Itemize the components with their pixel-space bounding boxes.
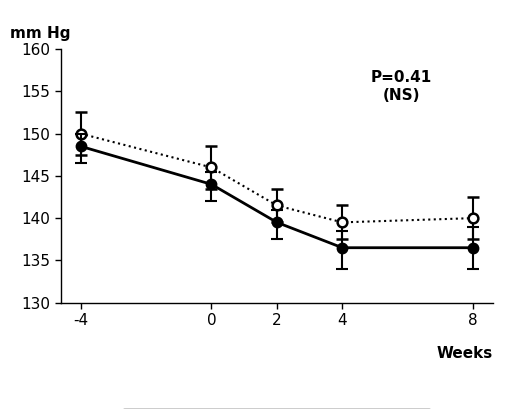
Text: P=0.41
(NS): P=0.41 (NS) (370, 70, 432, 103)
Text: mm Hg: mm Hg (10, 26, 71, 41)
Text: Weeks: Weeks (436, 346, 493, 361)
